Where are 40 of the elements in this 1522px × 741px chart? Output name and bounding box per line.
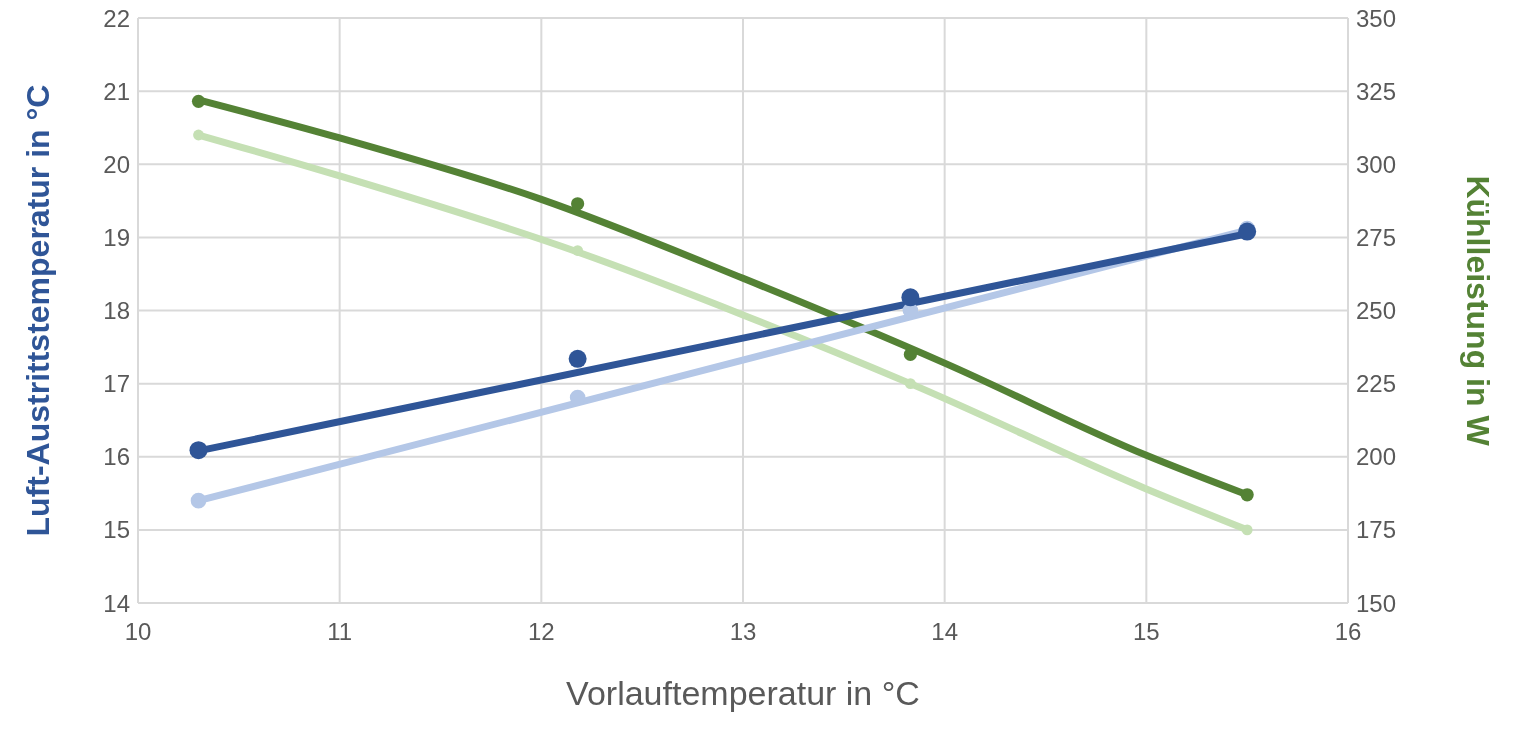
y-tick-label: 19 (103, 223, 130, 251)
point (1241, 524, 1253, 536)
x-tick-label: 14 (931, 618, 959, 646)
point (904, 378, 916, 390)
x-tick-label: 10 (124, 618, 152, 646)
y-tick-label: 21 (103, 77, 130, 105)
point (190, 492, 207, 509)
point (901, 288, 920, 307)
y-tick-label: 18 (103, 297, 130, 325)
point (568, 349, 587, 368)
point (571, 197, 585, 211)
y-tick-label: 16 (103, 443, 130, 471)
point (1238, 222, 1257, 241)
y2-tick-label: 350 (1356, 4, 1397, 32)
y-tick-label: 14 (103, 589, 130, 617)
y-tick-label: 20 (103, 150, 130, 178)
y2-tick-label: 325 (1356, 77, 1397, 105)
y2-axis-title: Kühlleistung in W (1459, 175, 1496, 447)
y2-tick-label: 175 (1356, 516, 1397, 544)
x-tick-label: 15 (1132, 618, 1160, 646)
x-tick-label: 11 (327, 618, 353, 646)
y2-tick-label: 275 (1356, 223, 1397, 251)
point (572, 245, 584, 256)
y-tick-label: 17 (103, 370, 130, 398)
point (193, 129, 204, 141)
y2-tick-label: 200 (1356, 443, 1397, 471)
y2-tick-label: 300 (1356, 150, 1397, 178)
x-tick-label: 12 (527, 618, 555, 646)
y2-tick-label: 225 (1356, 370, 1397, 398)
y-tick-label: 22 (103, 4, 130, 32)
point (1240, 488, 1254, 502)
y2-tick-label: 150 (1356, 589, 1397, 617)
y-tick-label: 15 (103, 516, 130, 544)
x-axis-title: Vorlauftemperatur in °C (566, 674, 920, 712)
point (191, 94, 206, 108)
y-axis-title: Luft-Austrittstemperatur in °C (20, 84, 57, 537)
point (189, 441, 208, 460)
x-tick-label: 16 (1334, 618, 1362, 646)
y2-tick-label: 250 (1356, 297, 1397, 325)
x-tick-label: 13 (729, 618, 757, 646)
